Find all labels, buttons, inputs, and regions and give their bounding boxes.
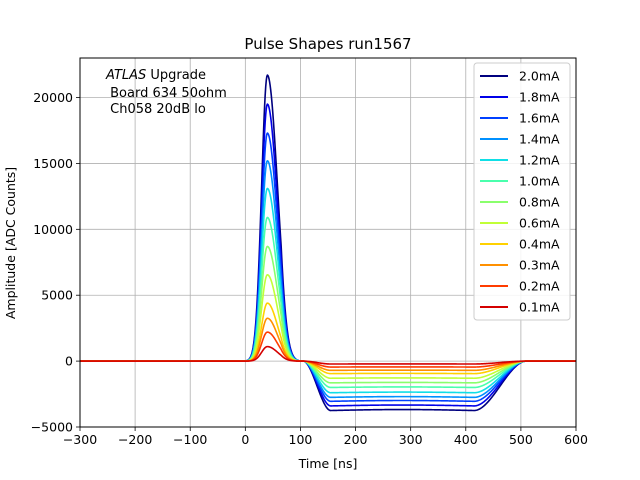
x-tick-label: 200 — [344, 432, 368, 447]
chart-title: Pulse Shapes run1567 — [244, 35, 411, 53]
annotation-line-1: ATLAS Upgrade — [105, 68, 206, 83]
legend-label: 1.8mA — [519, 90, 560, 105]
legend-label: 0.3mA — [519, 258, 560, 273]
legend-box — [473, 62, 571, 321]
legend: 2.0mA 1.8mA 1.6mA 1.4mA 1.2mA 1.0mA 0.8mA 0.6mA… — [473, 62, 571, 321]
x-axis-ticks: −300 −200 −100 0 100 200 300 400 500 600 — [63, 427, 588, 447]
y-axis-ticks: −5000 0 5000 10000 15000 20000 — [31, 90, 80, 435]
legend-label: 1.0mA — [519, 174, 560, 189]
y-tick-label: 0 — [65, 354, 73, 369]
x-tick-label: 300 — [399, 432, 423, 447]
legend-label: 1.6mA — [519, 111, 560, 126]
legend-label: 0.2mA — [519, 279, 560, 294]
x-tick-label: 0 — [241, 432, 249, 447]
x-tick-label: 100 — [289, 432, 313, 447]
atlas-annotation: ATLAS Upgrade Board 634 50ohm Ch058 20dB… — [105, 68, 227, 117]
series-lines — [79, 74, 577, 412]
x-tick-label: 500 — [509, 432, 533, 447]
annotation-upgrade: Upgrade — [146, 68, 206, 83]
y-tick-label: 20000 — [33, 90, 73, 105]
annotation-line-2: Board 634 50ohm — [106, 86, 227, 101]
y-tick-label: 5000 — [41, 288, 73, 303]
y-tick-label: −5000 — [31, 420, 73, 435]
x-tick-label: −100 — [173, 432, 207, 447]
x-tick-label: −200 — [118, 432, 152, 447]
annotation-line-3: Ch058 20dB lo — [106, 102, 206, 117]
plot-frame — [79, 57, 577, 428]
legend-label: 1.2mA — [519, 153, 560, 168]
x-tick-label: −300 — [63, 432, 97, 447]
legend-label: 0.1mA — [519, 300, 560, 315]
legend-label: 2.0mA — [519, 69, 560, 84]
x-tick-label: 400 — [454, 432, 478, 447]
y-axis-label: Amplitude [ADC Counts] — [3, 167, 18, 319]
legend-label: 0.8mA — [519, 195, 560, 210]
legend-label: 0.4mA — [519, 237, 560, 252]
series-line-0.1mA — [79, 345, 577, 365]
annotation-atlas-italic: ATLAS — [105, 68, 146, 83]
x-axis-label: Time [ns] — [298, 456, 358, 471]
y-tick-label: 15000 — [33, 156, 73, 171]
y-tick-label: 10000 — [33, 222, 73, 237]
x-tick-label: 600 — [564, 432, 588, 447]
legend-label: 0.6mA — [519, 216, 560, 231]
legend-label: 1.4mA — [519, 132, 560, 147]
